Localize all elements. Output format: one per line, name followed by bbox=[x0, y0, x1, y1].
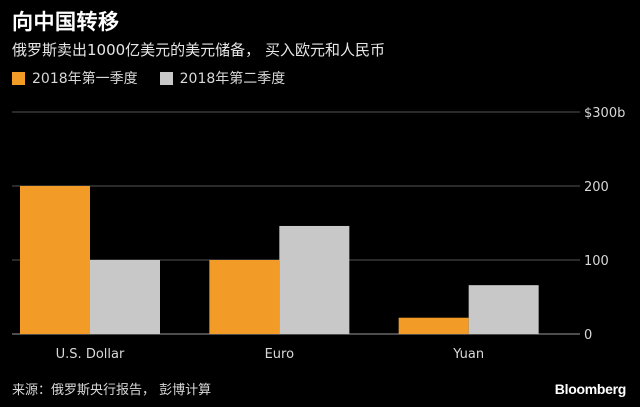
chart-subtitle: 俄罗斯卖出1000亿美元的美元储备， 买入欧元和人民币 bbox=[12, 41, 385, 59]
legend-label-q1: 2018年第一季度 bbox=[32, 71, 138, 87]
legend-item-q2: 2018年第二季度 bbox=[159, 68, 286, 88]
y-tick-label: 100 bbox=[584, 254, 609, 269]
bar-q1 bbox=[398, 317, 469, 334]
bar-q2 bbox=[468, 285, 539, 334]
bar-q1 bbox=[209, 260, 280, 334]
source-note: 来源：俄罗斯央行报告， 彭博计算 bbox=[12, 383, 212, 398]
x-tick-label: U.S. Dollar bbox=[56, 347, 125, 362]
y-tick-label: 0 bbox=[584, 328, 592, 343]
legend-swatch-q1 bbox=[12, 71, 25, 85]
y-tick-label: 200 bbox=[584, 180, 609, 195]
x-tick-label: Yuan bbox=[452, 347, 484, 362]
legend-swatch-q2 bbox=[159, 71, 173, 85]
legend: 2018年第一季度 2018年第二季度 bbox=[12, 68, 285, 88]
chart-title: 向中国转移 bbox=[12, 10, 120, 34]
bar-q2 bbox=[90, 260, 160, 334]
legend-item-q1: 2018年第一季度 bbox=[12, 68, 138, 88]
bar-q2 bbox=[279, 225, 350, 334]
legend-label-q2: 2018年第二季度 bbox=[179, 71, 286, 87]
x-tick-label: Euro bbox=[265, 347, 295, 362]
bloomberg-logo: Bloomberg bbox=[554, 381, 627, 397]
y-tick-label: $300b bbox=[584, 106, 625, 121]
bar-q1 bbox=[20, 186, 90, 334]
